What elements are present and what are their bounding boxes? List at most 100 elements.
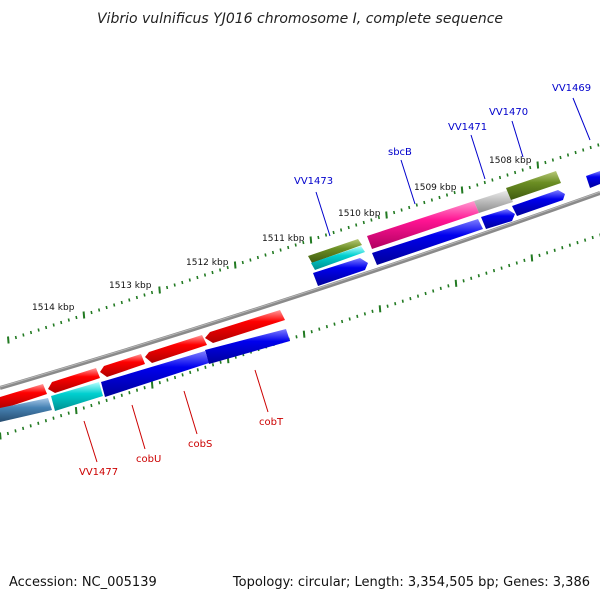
minor-tick (60, 320, 63, 325)
minor-tick (356, 314, 359, 319)
gene-reverse-red-1[interactable] (0, 384, 47, 409)
minor-tick (135, 388, 139, 392)
minor-tick (211, 363, 215, 367)
minor-tick (582, 148, 585, 152)
minor-tick (401, 299, 404, 303)
leader-vv1473 (315, 191, 331, 237)
minor-tick (113, 303, 116, 307)
scale-label: 1513 kbp (109, 281, 152, 291)
gene-cobs-cobt[interactable] (205, 329, 290, 364)
minor-tick (279, 248, 282, 252)
minor-tick (332, 230, 335, 235)
minor-tick (189, 370, 192, 375)
minor-tick (29, 330, 33, 335)
minor-tick (341, 319, 344, 324)
minor-tick (324, 233, 328, 237)
minor-tick (113, 396, 116, 400)
major-tick (530, 254, 534, 262)
gene-vv1473[interactable] (308, 239, 362, 263)
gene-reverse-cyan[interactable] (51, 382, 103, 411)
gene-label[interactable]: cobT (259, 417, 284, 428)
gene-label[interactable]: cobS (188, 439, 212, 450)
minor-tick (394, 302, 397, 306)
gene-label[interactable]: VV1473 (294, 176, 333, 187)
minor-tick (371, 309, 374, 313)
gene-forward-1[interactable] (313, 258, 368, 286)
gene-cobu[interactable] (101, 351, 209, 397)
minor-tick (226, 265, 229, 270)
minor-tick (317, 235, 320, 240)
gene-reverse-red-2[interactable] (48, 368, 100, 393)
minor-tick (150, 290, 154, 295)
minor-tick (45, 325, 48, 330)
minor-tick (553, 248, 556, 252)
minor-tick (211, 270, 214, 275)
major-tick (82, 311, 86, 319)
minor-tick (188, 278, 191, 282)
minor-tick (105, 398, 108, 403)
major-tick (158, 286, 161, 294)
minor-tick (128, 298, 131, 302)
gene-forward-2[interactable] (372, 219, 483, 265)
leader-cobs (183, 390, 198, 435)
gene-label[interactable]: cobU (136, 454, 161, 465)
gene-vv1477[interactable] (0, 398, 52, 422)
minor-tick (514, 170, 517, 175)
minor-tick (584, 238, 587, 242)
minor-tick (483, 180, 486, 185)
gene-label[interactable]: VV1469 (552, 83, 591, 94)
gene-label[interactable]: VV1470 (489, 107, 528, 118)
minor-tick (589, 145, 592, 150)
minor-tick (67, 411, 70, 415)
minor-tick (241, 260, 244, 265)
minor-tick (400, 208, 403, 212)
minor-tick (158, 380, 161, 385)
minor-tick (60, 413, 63, 418)
leader-vv1471 (470, 134, 486, 180)
major-tick (7, 336, 10, 344)
gene-forward-3[interactable] (481, 209, 515, 229)
minor-tick (470, 276, 473, 280)
major-tick (74, 407, 78, 415)
minor-tick (340, 228, 343, 232)
minor-tick (559, 155, 562, 160)
minor-tick (416, 294, 420, 298)
gene-forward-4[interactable] (512, 190, 565, 216)
gene-reverse-red-4[interactable] (145, 335, 207, 363)
minor-tick (264, 253, 267, 257)
minor-tick (506, 173, 509, 177)
minor-tick (105, 305, 108, 310)
minor-tick (521, 168, 524, 172)
minor-tick (576, 240, 579, 245)
gene-label[interactable]: VV1471 (448, 122, 487, 133)
gene-vv1473-small[interactable] (311, 246, 365, 270)
gene-vv1471[interactable] (474, 190, 513, 213)
reverse-strand-genes (0, 310, 290, 422)
gene-reverse-red-5[interactable] (205, 310, 285, 343)
minor-tick (370, 218, 373, 222)
scale-label: 1508 kbp (489, 156, 532, 166)
gene-vv1470[interactable] (506, 171, 561, 200)
gene-reverse-red-3[interactable] (100, 354, 145, 377)
gene-label[interactable]: sbcB (388, 147, 412, 158)
outer-tick-row (7, 143, 600, 344)
minor-tick (438, 195, 441, 200)
chromosome-backbone (0, 191, 600, 390)
gene-label[interactable]: VV1477 (79, 467, 118, 478)
gene-vv1469[interactable] (586, 171, 600, 188)
minor-tick (22, 426, 25, 431)
minor-tick (408, 205, 411, 210)
gene-sbcb[interactable] (367, 201, 479, 249)
minor-tick (566, 153, 570, 157)
minor-tick (219, 268, 222, 272)
minor-tick (544, 160, 547, 165)
label-leaders (83, 97, 591, 463)
leader-cobt (254, 369, 269, 413)
minor-tick (492, 268, 496, 273)
scale-label: 1512 kbp (186, 258, 229, 268)
minor-tick (529, 165, 532, 170)
leader-vv1470 (511, 120, 524, 158)
minor-tick (447, 284, 450, 288)
minor-tick (348, 317, 351, 321)
minor-tick (90, 403, 93, 408)
